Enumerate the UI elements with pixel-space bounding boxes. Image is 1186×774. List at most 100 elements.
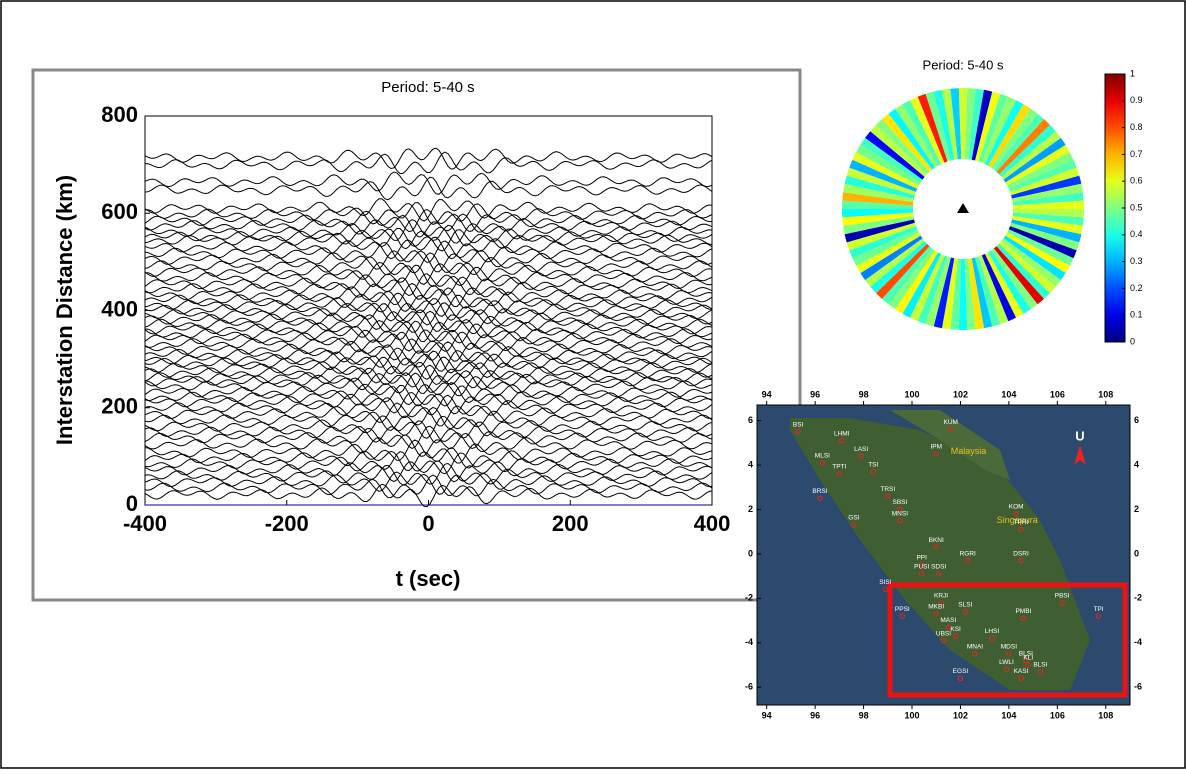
x-tick-label: 0 [422,511,434,536]
station-label: RGRI [960,550,976,557]
map-x-label: 104 [1001,389,1016,399]
station-label: BSI [793,421,804,428]
trace [144,356,713,380]
station [1003,666,1010,673]
trace [144,447,713,472]
station [1023,657,1029,664]
map-x-label: 106 [1050,710,1065,720]
ring-wedge [843,183,915,202]
colorbar-label: 0.3 [1130,256,1143,266]
trace [144,310,713,335]
station [933,611,939,617]
map-x-label: 102 [953,710,968,720]
y-axis-label: Interstation Distance (km) [52,175,77,445]
station [940,637,947,644]
ring-wedge [933,89,955,161]
station-label: KSI [950,626,961,633]
colorbar-label: 0.5 [1130,202,1143,212]
map-x-label: 108 [1098,389,1113,399]
ring-wedge [844,219,915,243]
station-label: LHMI [834,430,850,437]
station [885,493,891,499]
ring-wedge [1010,222,1080,251]
map-x-label: 96 [810,389,820,399]
trace [144,151,713,175]
station [933,451,939,457]
place-label: Malaysia [951,446,987,456]
trace [144,273,713,297]
ring-wedge [1011,216,1083,235]
station-label: LASI [854,446,868,453]
ring-wedge [988,104,1031,168]
trace [144,282,713,307]
trace [144,439,713,464]
ring-wedge [895,250,938,314]
station [858,453,864,459]
station [1018,526,1024,533]
map-y-label: 0 [1134,548,1139,558]
ring-wedge [942,258,958,330]
map-x-label: 98 [859,389,869,399]
ring-wedge [984,252,1024,318]
trace [144,320,713,344]
station-label: PBSI [1055,592,1070,599]
station [1018,675,1024,682]
ring-wedge [958,88,968,159]
trace [144,171,713,195]
station [957,675,964,682]
map-frame [756,404,1131,706]
trace [144,252,713,276]
map-x-label: 94 [762,710,772,720]
ring-wedge [950,88,962,160]
chart-title: Period: 5-40 s [923,57,1004,72]
station [1095,613,1102,619]
ring-wedge [1011,183,1083,202]
station [965,557,971,564]
colorbar-label: 0.7 [1130,149,1143,159]
trace [144,208,713,233]
y-tick-label: 600 [101,199,138,224]
ring-wedge [999,124,1056,177]
ring-wedge [978,255,1009,325]
station [938,600,944,606]
ring-wedge [1001,131,1061,180]
trace [144,338,713,362]
ring-wedge [993,113,1044,172]
ring-wedge [849,159,918,192]
ring-wedge [1007,229,1074,266]
station-label: EGSI [953,668,969,675]
station-label: SLSI [958,601,972,608]
station-label: PPSI [895,606,910,613]
ring-wedge [895,104,938,168]
map-x-label: 100 [904,710,919,720]
ring-wedge [876,243,930,299]
x-tick-label: -400 [123,511,167,536]
ring-wedge [846,222,916,251]
place-label: Singapura [997,515,1038,525]
ring-wedge [991,248,1038,310]
station-label: GSI [848,515,859,522]
colorbar-label: 0.8 [1130,122,1143,132]
colorbar-label: 1 [1130,68,1135,78]
station [948,426,954,433]
station-label: PMBI [1015,608,1031,615]
station-label: MDSI [1001,644,1017,651]
study-region [887,582,1128,698]
chart-title: Period: 5-40 s [381,79,474,96]
station [1059,600,1065,606]
map-y-label: -4 [1134,637,1142,647]
trace [144,471,713,495]
ring-wedge [958,259,968,330]
ring-wedge [856,232,921,274]
map-x-label: 98 [859,710,869,720]
station-label: BLSI [1033,661,1047,668]
ring-wedge [910,253,945,322]
station-label: SDSI [931,564,946,571]
y-tick-label: 0 [126,491,138,516]
colorbar-label: 0 [1130,336,1135,346]
ring-wedge [882,246,933,305]
ring-wedge [925,91,951,162]
ring-wedge [860,235,923,281]
map-x-label: 94 [762,389,772,399]
